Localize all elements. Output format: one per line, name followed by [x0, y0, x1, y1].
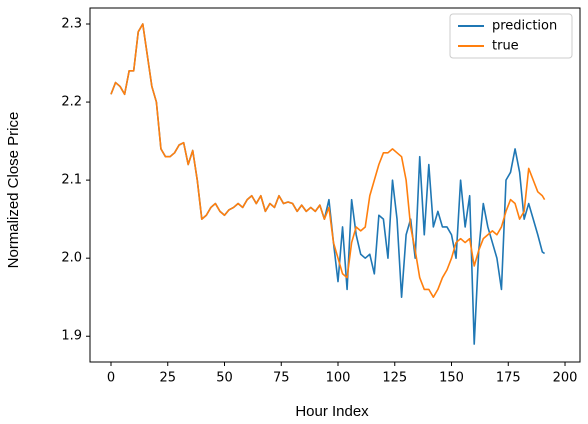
- x-tick-label: 200: [553, 371, 578, 386]
- y-axis-label: Normalized Close Price: [5, 112, 22, 269]
- x-tick-label: 150: [439, 371, 464, 386]
- x-tick-label: 75: [273, 371, 290, 386]
- x-tick-label: 100: [326, 371, 351, 386]
- x-tick-label: 0: [107, 371, 115, 386]
- x-tick-label: 175: [496, 371, 521, 386]
- plot-frame: [89, 7, 581, 363]
- y-tick-label: 2.3: [61, 17, 82, 32]
- x-tick-label: 50: [216, 371, 233, 386]
- x-tick-label: 125: [382, 371, 407, 386]
- y-tick-label: 2.0: [61, 251, 82, 266]
- y-tick-label: 1.9: [61, 329, 82, 344]
- line-series: [110, 23, 546, 299]
- legend-label: true: [492, 39, 519, 54]
- line-series: [110, 23, 546, 345]
- y-tick-label: 2.2: [61, 95, 82, 110]
- y-tick-label: 2.1: [61, 173, 82, 188]
- x-axis-label: Hour Index: [295, 403, 369, 420]
- legend-label: prediction: [492, 19, 557, 34]
- x-tick-label: 25: [159, 371, 176, 386]
